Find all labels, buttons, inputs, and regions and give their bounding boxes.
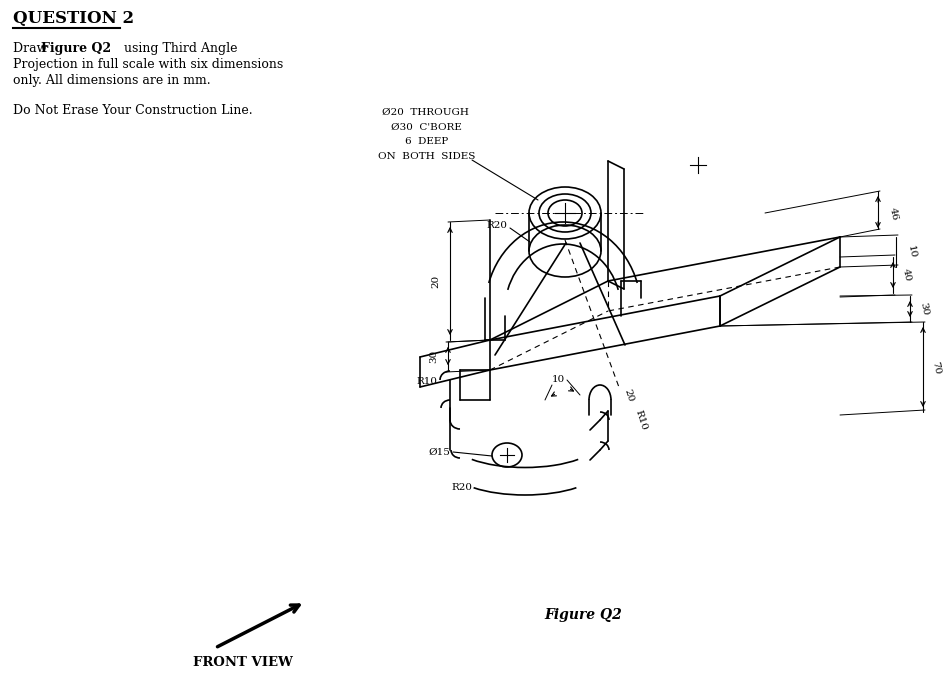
Text: 20: 20 — [431, 275, 440, 288]
Text: 6  DEEP: 6 DEEP — [405, 137, 448, 146]
Text: Draw: Draw — [13, 42, 51, 55]
Text: only. All dimensions are in mm.: only. All dimensions are in mm. — [13, 74, 211, 87]
Text: 30: 30 — [429, 349, 438, 363]
Text: using Third Angle: using Third Angle — [120, 42, 237, 55]
Text: Figure Q2: Figure Q2 — [544, 608, 622, 622]
Text: Do Not Erase Your Construction Line.: Do Not Erase Your Construction Line. — [13, 104, 253, 117]
Text: 30: 30 — [918, 302, 930, 317]
Text: 10: 10 — [552, 375, 565, 384]
Text: Figure Q2: Figure Q2 — [41, 42, 111, 55]
Text: R10: R10 — [416, 377, 437, 386]
Text: 46: 46 — [888, 206, 900, 221]
Text: 20: 20 — [622, 388, 635, 404]
Text: 40: 40 — [901, 268, 913, 282]
Text: R10: R10 — [634, 408, 649, 431]
Text: 70: 70 — [930, 361, 941, 375]
Text: Projection in full scale with six dimensions: Projection in full scale with six dimens… — [13, 58, 283, 71]
Text: Ø30  C'BORE: Ø30 C'BORE — [391, 123, 462, 132]
Text: ON  BOTH  SIDES: ON BOTH SIDES — [378, 152, 476, 161]
Text: R20: R20 — [486, 221, 507, 230]
Text: R20: R20 — [451, 484, 472, 493]
Text: QUESTION 2: QUESTION 2 — [13, 10, 134, 27]
Text: FRONT VIEW: FRONT VIEW — [193, 656, 293, 669]
Text: Ø15: Ø15 — [429, 448, 450, 457]
Text: 10: 10 — [906, 244, 918, 259]
Text: Ø20  THROUGH: Ø20 THROUGH — [382, 108, 469, 117]
